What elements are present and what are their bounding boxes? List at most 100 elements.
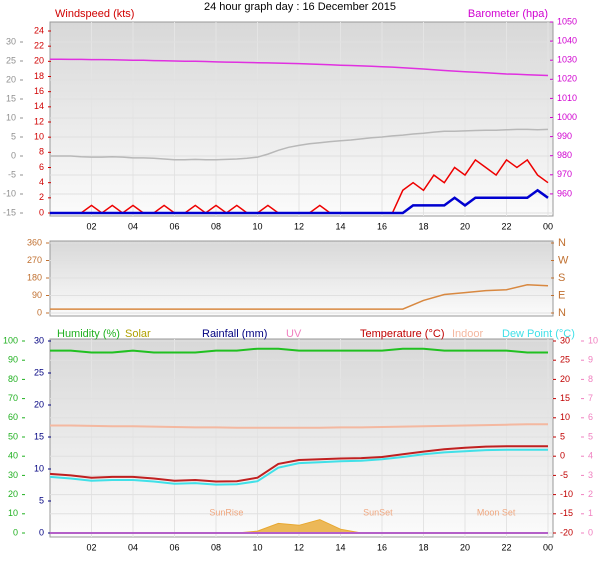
series-line [50,58,549,77]
y-tick-label: -5 [560,470,568,480]
y-tick-label: S [558,272,565,284]
y-tick-label: N [558,307,566,319]
y-tick-label: 0 [39,207,44,217]
y-tick-label: 16 [34,86,44,96]
y-tick-label: 18 [34,71,44,81]
y-tick-label: 1 [588,508,593,518]
y-tick-label: -15 [3,207,16,217]
x-tick-label: 02 [86,542,96,552]
y-tick-label: 12 [34,116,44,126]
axis-title: UV [286,328,302,340]
axis-title: Temperature (°C) [360,328,444,340]
y-tick-label: 25 [560,355,570,365]
x-tick-label: 14 [335,221,345,231]
y-tick-label: 10 [588,335,598,345]
chart-title: 24 hour graph day : 16 December 2015 [204,1,396,13]
legend-label: Dew Point (°C) [502,328,575,340]
y-tick-label: 180 [27,272,42,282]
y-tick-label: 8 [39,147,44,157]
y-tick-label: 2 [588,489,593,499]
x-tick-label: 20 [460,542,470,552]
y-tick-label: 0 [11,150,16,160]
y-tick-label: 6 [39,162,44,172]
series-line [49,448,548,486]
y-tick-label: 4 [39,177,44,187]
series-line [50,188,549,215]
y-tick-label: 10 [34,132,44,142]
y-tick-label: 980 [557,150,572,160]
axis-title: Barometer (hpa) [468,8,548,20]
annotation: SunRise [209,507,243,517]
y-tick-label: 90 [32,290,42,300]
x-tick-label: 08 [211,221,221,231]
y-tick-label: 25 [6,55,16,65]
y-tick-label: 0 [560,451,565,461]
annotation: SunSet [363,507,393,517]
y-tick-label: 20 [6,74,16,84]
series-line [50,284,549,310]
legend-label: Indoor [452,328,484,340]
y-tick-label: 30 [6,36,16,46]
y-tick-label: N [558,237,566,249]
x-tick-label: 16 [377,221,387,231]
axis-title: Windspeed (kts) [55,8,134,20]
y-tick-label: -10 [3,188,16,198]
x-tick-label: 22 [501,542,511,552]
y-tick-label: 40 [8,451,18,461]
y-tick-label: 1040 [557,35,577,45]
y-tick-label: 24 [34,25,44,35]
y-tick-label: 70 [8,393,18,403]
series-line [50,423,548,429]
y-tick-label: -15 [560,508,573,518]
y-tick-label: 1010 [557,93,577,103]
plot-area [49,21,554,217]
y-tick-label: 15 [34,431,44,441]
x-tick-label: 12 [294,221,304,231]
y-tick-label: 10 [8,508,18,518]
y-tick-label: 5 [11,131,16,141]
y-tick-label: 3 [588,470,593,480]
y-tick-label: 60 [8,412,18,422]
series-line [50,128,549,161]
y-tick-label: 270 [27,255,42,265]
y-tick-label: W [558,254,569,266]
x-tick-label: 08 [211,542,221,552]
y-tick-label: 30 [34,335,44,345]
y-tick-label: 970 [557,169,572,179]
x-tick-label: 06 [169,542,179,552]
y-tick-label: 990 [557,131,572,141]
x-tick-label: 00 [543,221,553,231]
y-tick-label: 22 [34,41,44,51]
y-tick-label: 1020 [557,74,577,84]
y-tick-label: 10 [560,412,570,422]
x-tick-label: 06 [169,221,179,231]
y-tick-label: -20 [560,527,573,537]
x-tick-label: 04 [128,542,138,552]
y-tick-label: 90 [8,355,18,365]
y-tick-label: 50 [8,431,18,441]
y-tick-label: E [558,289,565,301]
x-tick-label: 10 [252,221,262,231]
y-tick-label: 30 [560,335,570,345]
y-tick-label: 5 [588,431,593,441]
axis-title: Humidity (%) [57,328,120,340]
y-tick-label: 4 [588,451,593,461]
y-tick-label: 1050 [557,16,577,26]
y-tick-label: 960 [557,188,572,198]
x-tick-label: 20 [460,221,470,231]
y-tick-label: -5 [8,169,16,179]
y-tick-label: 1030 [557,55,577,65]
y-tick-label: 14 [34,101,44,111]
x-tick-label: 14 [335,542,345,552]
y-tick-label: 25 [34,367,44,377]
y-tick-label: 9 [588,355,593,365]
y-tick-label: 0 [39,527,44,537]
y-tick-label: 20 [8,489,18,499]
y-tick-label: 10 [34,463,44,473]
x-tick-label: 18 [418,542,428,552]
y-tick-label: -10 [560,489,573,499]
y-tick-label: 5 [39,495,44,505]
y-tick-label: 15 [560,393,570,403]
annotation: Moon Set [477,507,516,517]
y-tick-label: 100 [3,335,18,345]
